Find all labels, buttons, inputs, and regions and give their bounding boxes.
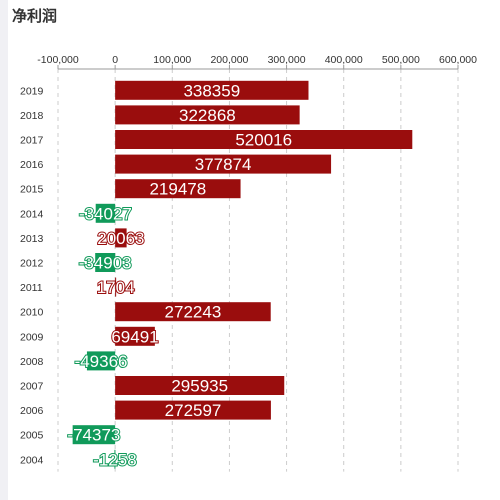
x-tick-label: 0 [112,54,118,66]
category-label: 2019 [20,85,44,97]
bar [115,277,117,297]
bar-value-label: -74373 [67,426,120,445]
bar-value-label: 322868 [179,106,236,125]
bar [115,228,127,248]
bar-value-label: -49366 [75,352,128,371]
bar [115,302,271,322]
category-label: 2016 [20,159,44,171]
category-label: 2005 [20,430,44,442]
x-tick-label: 300,000 [268,54,306,66]
x-tick-label: -100,000 [37,54,79,66]
category-label: 2013 [20,233,44,245]
x-tick-label: 200,000 [210,54,248,66]
category-label: 2006 [20,405,44,417]
bar [115,326,155,346]
category-label: 2007 [20,381,44,393]
x-tick-label: 400,000 [325,54,363,66]
category-label: 2004 [20,454,44,466]
bar [95,203,116,223]
bar-value-label: 69491 [111,327,158,346]
bar [115,130,413,149]
bar-value-label: 272243 [165,303,222,322]
left-border [0,0,8,500]
x-tick-label: 600,000 [439,54,477,66]
bar-value-label: 338359 [183,81,240,100]
bar [95,253,116,272]
category-label: 2009 [20,331,44,343]
category-label: 2015 [20,184,44,196]
bar [86,351,116,371]
category-label: 2008 [20,356,44,368]
category-label: 2014 [20,208,44,220]
category-label: 2011 [20,282,43,294]
bar-value-label: 219478 [149,180,206,199]
bar-value-label: 20063 [97,229,144,248]
bar [115,179,241,199]
category-label: 2018 [20,110,44,122]
x-tick-label: 100,000 [153,54,191,66]
bar-value-label: 1704 [97,278,135,297]
category-label: 2017 [20,135,44,147]
category-label: 2012 [20,258,44,270]
category-label: 2010 [20,307,44,319]
bar [115,154,332,174]
bar-value-label: 520016 [235,131,292,150]
bar [114,449,116,469]
bar-value-label: -34903 [79,254,132,273]
bar-value-label: 377874 [195,155,252,174]
bar-value-label: 295935 [171,377,228,396]
bar-value-label: -34027 [79,204,132,223]
x-tick-label: 500,000 [382,54,420,66]
chart-title: 净利润 [12,8,58,25]
bar [115,105,300,125]
bar [115,80,309,100]
bar [115,376,285,395]
bar-value-label: -1258 [93,450,136,469]
bar [72,425,116,445]
bar [115,400,271,420]
bar-value-label: 272597 [165,401,222,420]
